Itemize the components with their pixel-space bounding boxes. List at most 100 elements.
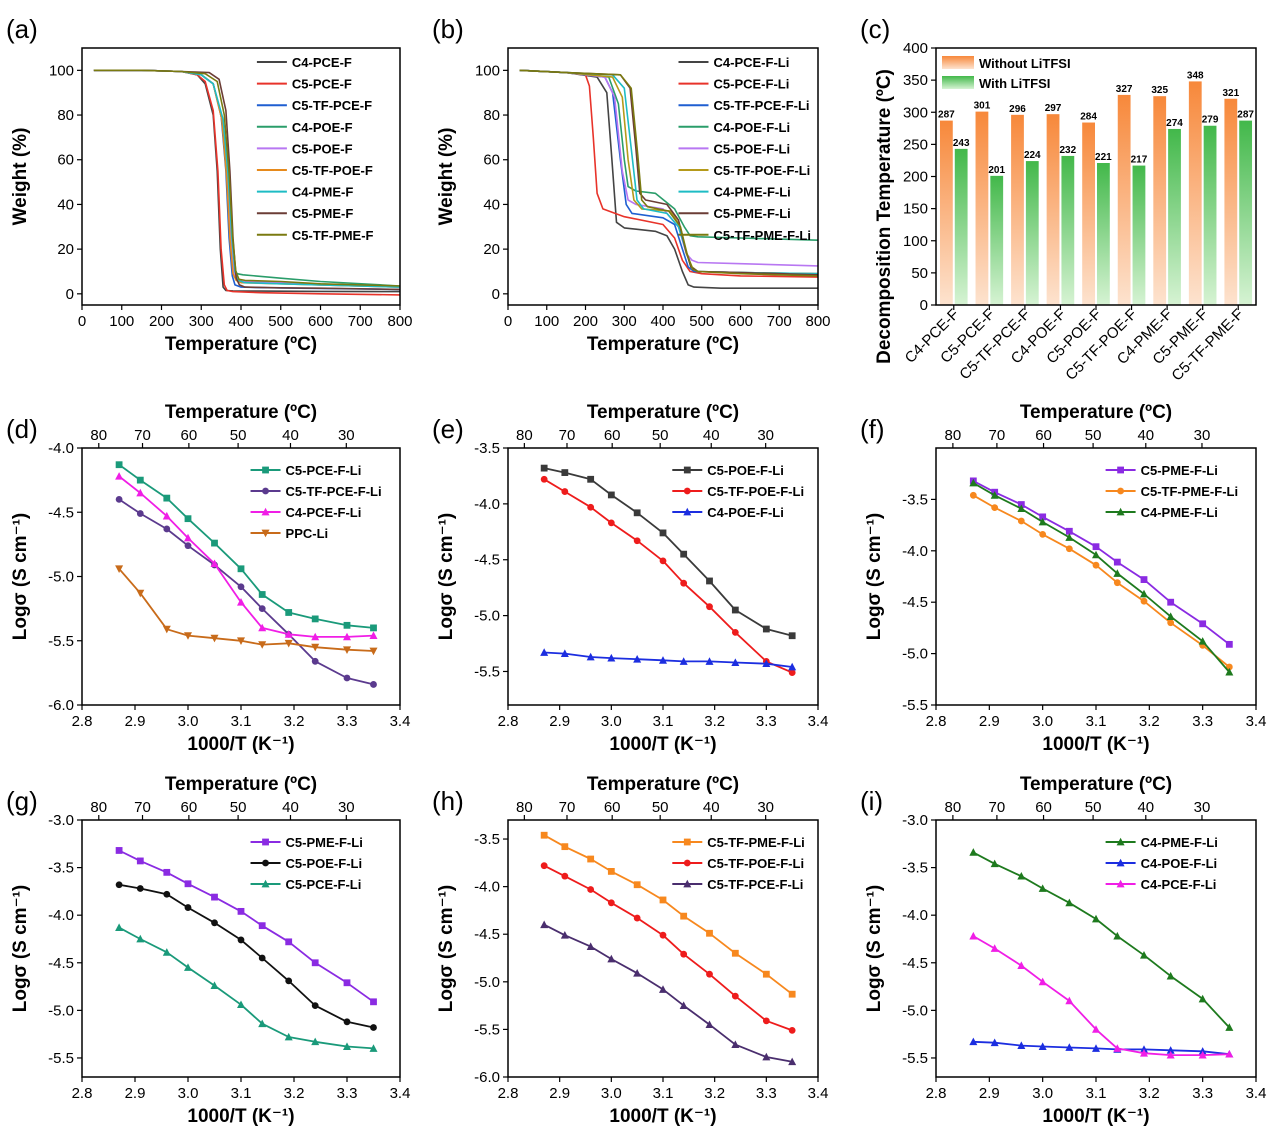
data-point bbox=[369, 647, 378, 656]
legend-marker bbox=[262, 859, 269, 867]
x-tick-label: 500 bbox=[268, 313, 293, 330]
data-point bbox=[731, 1040, 740, 1049]
bar bbox=[1203, 125, 1217, 306]
data-point bbox=[706, 970, 713, 978]
data-point bbox=[990, 944, 999, 952]
x-axis-label: 1000/T (K⁻¹) bbox=[609, 1106, 716, 1127]
top-tick-label: 70 bbox=[134, 799, 151, 816]
top-tick-label: 30 bbox=[1194, 799, 1211, 816]
legend-entry: C5-TF-PCE-F bbox=[292, 98, 372, 113]
data-point bbox=[258, 591, 266, 598]
data-point bbox=[561, 872, 569, 880]
legend-swatch bbox=[942, 76, 974, 89]
legend-marker bbox=[683, 879, 692, 888]
data-point bbox=[1092, 561, 1100, 569]
data-point bbox=[311, 1037, 320, 1046]
y-tick-label: -5.0 bbox=[902, 1002, 928, 1019]
data-point bbox=[1198, 1050, 1207, 1059]
bar-value-label: 297 bbox=[1045, 103, 1062, 114]
data-point bbox=[237, 598, 245, 606]
bar bbox=[1061, 155, 1075, 305]
data-point bbox=[1038, 1042, 1047, 1050]
data-point bbox=[969, 1037, 978, 1046]
top-tick-label: 80 bbox=[945, 799, 962, 816]
bar-value-label: 348 bbox=[1187, 70, 1204, 81]
data-point bbox=[705, 1020, 714, 1029]
data-point bbox=[162, 625, 171, 634]
panel-b: (b) 0 100 200 300 400 500 600 700 800 0 20 40 60 80 100… bbox=[432, 14, 831, 355]
bar bbox=[939, 120, 953, 305]
data-point bbox=[370, 681, 377, 688]
legend-marker bbox=[683, 859, 691, 867]
x-tick-label: 2.9 bbox=[979, 1085, 1000, 1102]
y-axis-label: Logσ (S cm⁻¹) bbox=[10, 513, 31, 641]
data-point bbox=[1140, 589, 1148, 598]
x-tick-label: 300 bbox=[612, 313, 637, 330]
data-point bbox=[1017, 871, 1026, 880]
top-tick-label: 30 bbox=[1194, 427, 1211, 444]
y-tick-label: -4.0 bbox=[48, 907, 74, 924]
y-tick-label: 80 bbox=[57, 107, 74, 124]
x-tick-label: 3.0 bbox=[601, 713, 622, 730]
panel-c: (c)050100150200250300350400287243C4-PCE-… bbox=[860, 14, 1257, 384]
y-tick-label: 60 bbox=[483, 152, 500, 169]
data-point bbox=[969, 478, 978, 487]
plot-frame bbox=[81, 819, 401, 1078]
x-tick-label: 3.0 bbox=[178, 713, 199, 730]
legend-entry: C5-POE-F-Li bbox=[286, 856, 363, 871]
x-tick-label: 2.8 bbox=[926, 713, 947, 730]
bar-value-label: 217 bbox=[1131, 155, 1148, 166]
data-point bbox=[370, 998, 377, 1006]
top-tick-label: 40 bbox=[1137, 799, 1154, 816]
top-tick-label: 50 bbox=[652, 427, 669, 444]
legend-marker bbox=[683, 838, 691, 846]
data-point bbox=[1225, 1049, 1234, 1058]
data-point bbox=[1065, 996, 1074, 1005]
bar bbox=[1117, 94, 1131, 305]
x-tick-label: 600 bbox=[308, 313, 333, 330]
data-point bbox=[1092, 1044, 1100, 1052]
legend-entry: C5-PME-F bbox=[292, 206, 353, 221]
panel-a: (a) 0 100 200 300 400 500 600 700 800 0 20 40 60 80 100… bbox=[6, 14, 413, 355]
data-point bbox=[1017, 1041, 1026, 1049]
data-point bbox=[633, 914, 641, 922]
top-tick-label: 40 bbox=[703, 427, 720, 444]
legend-entry: C4-POE-F bbox=[292, 120, 353, 135]
panel-label: (b) bbox=[432, 14, 464, 44]
data-point bbox=[1140, 1049, 1148, 1057]
data-point bbox=[163, 868, 171, 876]
top-axis-label: Temperature (ºC) bbox=[587, 402, 739, 423]
data-point bbox=[706, 929, 713, 937]
x-tick-label: 100 bbox=[109, 313, 134, 330]
data-point bbox=[285, 977, 293, 985]
data-point bbox=[731, 606, 739, 614]
x-tick-label: 3.2 bbox=[1139, 1085, 1160, 1102]
legend-entry: C5-TF-PME-F-Li bbox=[1141, 484, 1238, 499]
x-axis-label: Temperature (ºC) bbox=[165, 334, 317, 355]
data-point bbox=[1225, 640, 1233, 648]
top-tick-label: 60 bbox=[604, 427, 621, 444]
y-axis-label: Logσ (S cm⁻¹) bbox=[436, 885, 457, 1013]
legend-marker bbox=[1116, 837, 1125, 846]
plot-frame bbox=[507, 819, 819, 1078]
data-point bbox=[369, 1044, 378, 1052]
top-tick-label: 70 bbox=[559, 427, 576, 444]
data-point bbox=[162, 948, 171, 956]
data-point bbox=[284, 1032, 293, 1041]
top-tick-label: 30 bbox=[757, 427, 774, 444]
data-point bbox=[237, 565, 245, 573]
series-line bbox=[519, 69, 818, 278]
legend-entry: C5-TF-PME-F-Li bbox=[714, 228, 811, 243]
x-tick-label: 3.4 bbox=[808, 1085, 829, 1102]
legend-entry: C4-PCE-F-Li bbox=[1141, 877, 1217, 892]
series-line bbox=[519, 69, 818, 289]
data-point bbox=[1017, 504, 1026, 513]
data-point bbox=[607, 868, 615, 875]
data-point bbox=[679, 657, 688, 665]
y-tick-label: -4.0 bbox=[474, 496, 500, 513]
data-point bbox=[210, 634, 219, 643]
data-point bbox=[633, 509, 641, 517]
data-point bbox=[162, 511, 171, 520]
data-point bbox=[258, 1019, 267, 1028]
